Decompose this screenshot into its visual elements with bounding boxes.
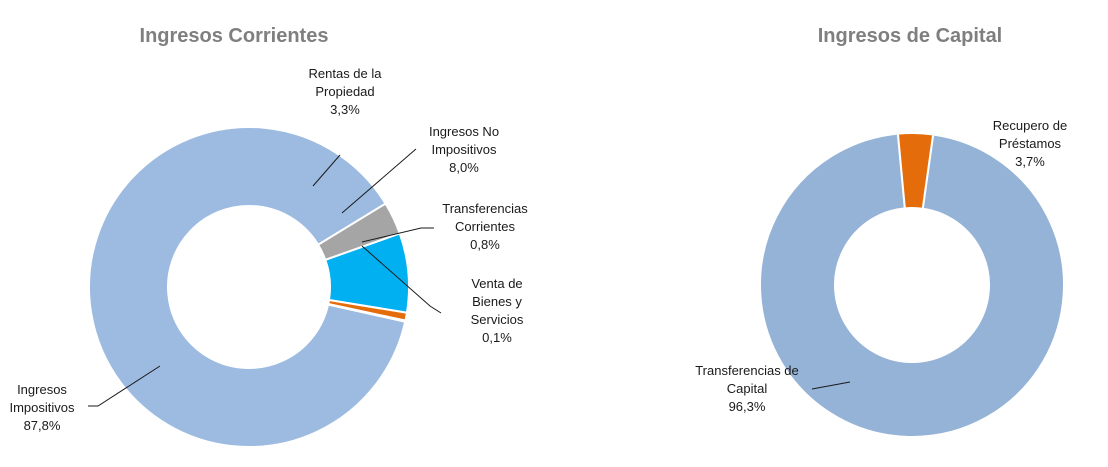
data-label-value: 0,8% <box>470 237 500 252</box>
data-labels: Transferencias de Capital 96,3% Recupero de… <box>695 118 1067 414</box>
data-label-value: 3,3% <box>330 102 360 117</box>
leader-lines <box>811 381 851 390</box>
data-label-line: Transferencias <box>442 201 528 216</box>
chart-title: Ingresos Corrientes <box>140 25 329 47</box>
data-label-rentas-de-la-propiedad: Rentas de la Propiedad 3,3% <box>309 66 383 117</box>
donut-slices <box>759 132 1065 438</box>
data-labels: Ingresos Impositivos 87,8% Rentas de la Prop… <box>9 66 528 433</box>
data-label-line: Rentas de la <box>309 66 383 81</box>
data-label-value: 8,0% <box>449 160 479 175</box>
data-label-value: 0,1% <box>482 330 512 345</box>
leader-line-ingresos-impositivos <box>88 365 161 407</box>
data-label-line: Servicios <box>471 312 524 327</box>
data-label-line: Impositivos <box>9 400 75 415</box>
data-label-line: Venta de <box>471 276 522 291</box>
data-label-line: Recupero de <box>993 118 1067 133</box>
data-label-transferencias-corrientes: Transferencias Corrientes 0,8% <box>442 201 528 252</box>
data-label-venta-de-bienes-y-servicios: Venta de Bienes y Servicios 0,1% <box>471 276 524 345</box>
chart-ingresos-de-capital: Ingresos de Capital Transferencias de Cap… <box>695 25 1067 438</box>
data-label-line: Transferencias de <box>695 363 799 378</box>
leader-line-venta-de-bienes-y-servicios <box>361 245 442 314</box>
data-label-value: 87,8% <box>24 418 61 433</box>
data-label-line: Capital <box>727 381 768 396</box>
slice-transferencias-de-capital <box>759 132 1065 438</box>
data-label-line: Impositivos <box>431 142 497 157</box>
leader-line-transferencias-corrientes <box>361 227 434 243</box>
data-label-recupero-de-prestamos: Recupero de Préstamos 3,7% <box>993 118 1067 169</box>
leader-line-ingresos-no-impositivos <box>341 148 417 214</box>
data-label-line: Ingresos No <box>429 124 499 139</box>
data-label-line: Corrientes <box>455 219 515 234</box>
slice-venta-de-bienes-y-servicios <box>326 302 407 323</box>
data-label-line: Bienes y <box>472 294 522 309</box>
leader-lines <box>88 148 442 407</box>
data-label-transferencias-de-capital: Transferencias de Capital 96,3% <box>695 363 799 414</box>
slice-recupero-de-prestamos <box>896 132 935 210</box>
data-label-line: Préstamos <box>999 136 1062 151</box>
chart-title: Ingresos de Capital <box>818 25 1003 47</box>
donut-slices <box>88 126 410 448</box>
data-label-ingresos-impositivos: Ingresos Impositivos 87,8% <box>9 382 75 433</box>
data-label-ingresos-no-impositivos: Ingresos No Impositivos 8,0% <box>429 124 499 175</box>
data-label-line: Propiedad <box>315 84 374 99</box>
leader-line-transferencias-de-capital <box>811 381 851 390</box>
data-label-value: 96,3% <box>729 399 766 414</box>
slice-ingresos-impositivos <box>88 126 407 448</box>
data-label-line: Ingresos <box>17 382 67 397</box>
chart-ingresos-corrientes: Ingresos Corrientes Ingresos Impositivos 8… <box>9 25 528 448</box>
data-label-value: 3,7% <box>1015 154 1045 169</box>
leader-line-rentas-de-la-propiedad <box>312 154 341 187</box>
